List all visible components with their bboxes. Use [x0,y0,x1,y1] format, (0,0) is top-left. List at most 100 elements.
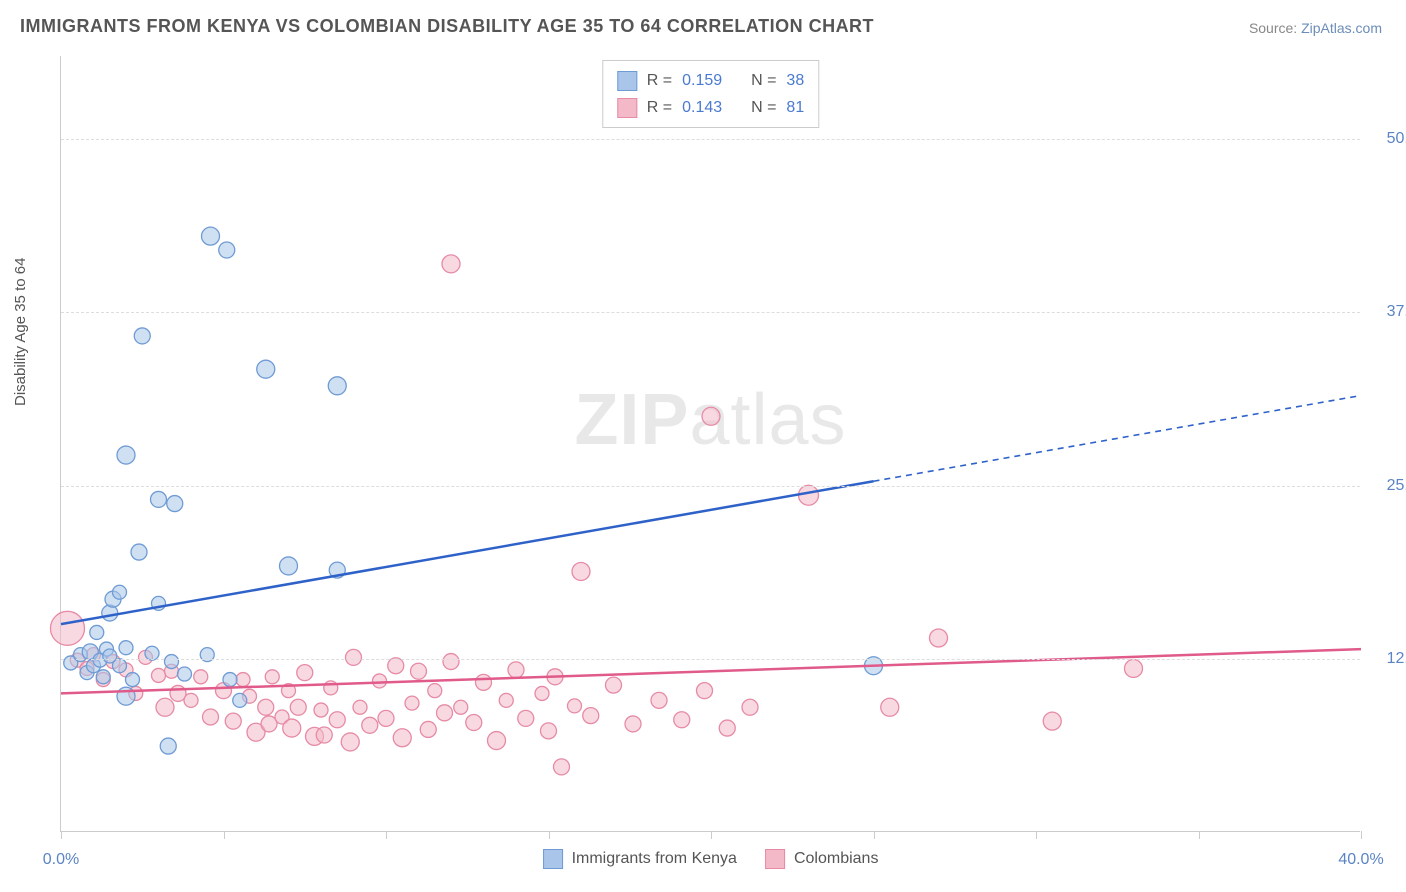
scatter-point [420,721,436,737]
scatter-point [466,715,482,731]
gridline [61,486,1360,487]
scatter-point [378,710,394,726]
scatter-point [219,242,235,258]
scatter-point [606,677,622,693]
scatter-point [1043,712,1061,730]
scatter-point [518,710,534,726]
y-tick-label: 12.5% [1368,650,1406,668]
scatter-point [280,557,298,575]
scatter-point [442,255,460,273]
scatter-point [572,562,590,580]
scatter-point [702,407,720,425]
scatter-point [202,227,220,245]
swatch-colombians-icon [765,849,785,869]
x-tick-mark [61,831,62,839]
scatter-point [203,709,219,725]
gridline [61,139,1360,140]
source-link[interactable]: ZipAtlas.com [1301,20,1382,36]
scatter-point [499,693,513,707]
scatter-point [283,719,301,737]
scatter-point [535,686,549,700]
scatter-point [328,377,346,395]
scatter-point [257,360,275,378]
x-tick-mark [549,831,550,839]
scatter-point [151,491,167,507]
scatter-point [625,716,641,732]
scatter-point [373,674,387,688]
x-tick-label: 0.0% [43,851,79,869]
scatter-point [353,700,367,714]
scatter-point [113,659,127,673]
scatter-point [393,729,411,747]
scatter-point [297,665,313,681]
scatter-point [583,708,599,724]
y-axis-label: Disability Age 35 to 64 [12,258,29,406]
scatter-point [411,663,427,679]
swatch-kenya-icon [543,849,563,869]
legend-item-kenya: Immigrants from Kenya [543,849,737,869]
scatter-point [346,649,362,665]
chart-title: IMMIGRANTS FROM KENYA VS COLOMBIAN DISAB… [20,16,874,37]
scatter-point [265,670,279,684]
scatter-point [651,692,667,708]
scatter-point [388,658,404,674]
scatter-point [167,496,183,512]
y-tick-label: 50.0% [1368,130,1406,148]
scatter-point [156,698,174,716]
scatter-point [674,712,690,728]
scatter-point [223,673,237,687]
x-tick-mark [1199,831,1200,839]
scatter-point [554,759,570,775]
scatter-point [113,585,127,599]
scatter-point [233,693,247,707]
scatter-point [329,712,345,728]
scatter-point [405,696,419,710]
scatter-point [568,699,582,713]
scatter-point [799,485,819,505]
y-tick-label: 25.0% [1368,477,1406,495]
legend-item-colombians: Colombians [765,849,878,869]
scatter-point [152,668,166,682]
scatter-point [131,544,147,560]
scatter-point [362,717,378,733]
trend-line-extrapolated [874,396,1362,482]
chart-container: IMMIGRANTS FROM KENYA VS COLOMBIAN DISAB… [0,0,1406,892]
scatter-point [443,654,459,670]
plot-area: ZIPatlas R = 0.159 N = 38 R = 0.143 N = … [60,56,1360,832]
scatter-point [160,738,176,754]
scatter-point [194,670,208,684]
scatter-point [134,328,150,344]
scatter-point [930,629,948,647]
scatter-point [428,684,442,698]
scatter-point [314,703,328,717]
scatter-point [290,699,306,715]
scatter-point [437,705,453,721]
scatter-point [541,723,557,739]
scatter-point [90,625,104,639]
scatter-point [184,693,198,707]
x-tick-mark [1361,831,1362,839]
scatter-point [881,698,899,716]
x-tick-mark [386,831,387,839]
scatter-point [508,662,524,678]
gridline [61,659,1360,660]
scatter-point [1125,659,1143,677]
scatter-point [316,727,332,743]
scatter-point [719,720,735,736]
scatter-point [697,683,713,699]
scatter-point [225,713,241,729]
scatter-point [488,732,506,750]
scatter-point [165,655,179,669]
scatter-svg [61,56,1360,831]
y-tick-label: 37.5% [1368,303,1406,321]
source-label: Source: [1249,20,1297,36]
scatter-point [126,673,140,687]
x-tick-label: 40.0% [1338,851,1383,869]
scatter-point [117,446,135,464]
scatter-point [119,641,133,655]
gridline [61,312,1360,313]
scatter-point [476,674,492,690]
scatter-point [742,699,758,715]
series-legend: Immigrants from Kenya Colombians [543,849,879,869]
scatter-point [454,700,468,714]
